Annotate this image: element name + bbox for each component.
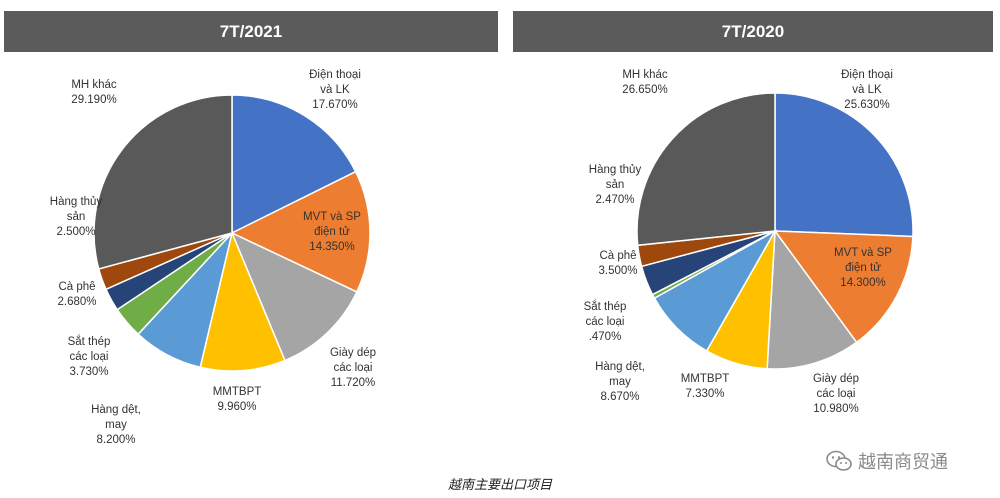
slice-label-hang-thuy-san: Hàng thủy sản 2.500% [50,196,103,238]
pie-slice-mh-khac [636,92,776,247]
pie-slice-mmtbpt [199,230,286,372]
slice-label-mvt-va-sp-dien-tu: MVT và SP điện tử 14.300% [834,247,892,289]
watermark: 越南商贸通 [826,448,948,474]
slice-label-giay-dep-cac-loai: Giày dép các loại 11.720% [330,347,376,389]
slice-label-hang-thuy-san: Hàng thủy sản 2.470% [589,164,642,206]
pie-chart-7t-2021: Điện thoại và LK 17.670% MVT và SP điện tử 14… [50,69,376,446]
pie-slice-mh-khac [93,94,233,270]
pie-slice-giay-dep-cac-loai [230,231,358,362]
pie-slice-mvt-va-sp-dien-tu [773,230,914,344]
slice-label-mh-khac: MH khác 26.650% [622,69,668,96]
wechat-icon [826,450,852,471]
slice-label-mvt-va-sp-dien-tu: MVT và SP điện tử 14.350% [303,211,361,253]
slice-label-giay-dep-cac-loai: Giày dép các loại 10.980% [813,373,859,415]
slice-label-hang-det-may: Hàng dệt, may 8.200% [91,404,141,446]
pie-slice-mvt-va-sp-dien-tu [230,170,371,293]
slice-label-mmtbpt: MMTBPT 9.960% [213,386,262,413]
slice-label-ca-phe: Cà phê 3.500% [598,250,637,277]
figure-caption: 越南主要出口项目 [447,477,552,492]
slice-label-sat-thep-cac-loai: Sắt thép các loại 3.730% [68,335,111,378]
chart-title-7t-2020: 7T/2020 [513,11,993,52]
slice-label-sat-thep-cac-loai: Sắt thép các loại .470% [584,300,627,343]
pie-chart-7t-2020: Điện thoại và LK 25.630% MVT và SP điện tử 14… [584,69,914,415]
watermark-text: 越南商贸通 [858,452,948,473]
slice-label-dien-thoai-va-lk: Điện thoại và LK 17.670% [309,69,361,111]
pie-slice-dien-thoai-va-lk [231,94,357,235]
chart-title-7t-2021: 7T/2021 [4,11,498,52]
slice-label-ca-phe: Cà phê 2.680% [57,281,96,308]
pie-slice-giay-dep-cac-loai [766,228,858,370]
slice-label-mmtbpt: MMTBPT 7.330% [681,373,730,400]
pie-slice-dien-thoai-va-lk [774,92,914,238]
slice-label-dien-thoai-va-lk: Điện thoại và LK 25.630% [841,69,893,111]
slice-label-mh-khac: MH khác 29.190% [71,79,117,106]
slice-label-hang-det-may: Hàng dệt, may 8.670% [595,361,645,403]
